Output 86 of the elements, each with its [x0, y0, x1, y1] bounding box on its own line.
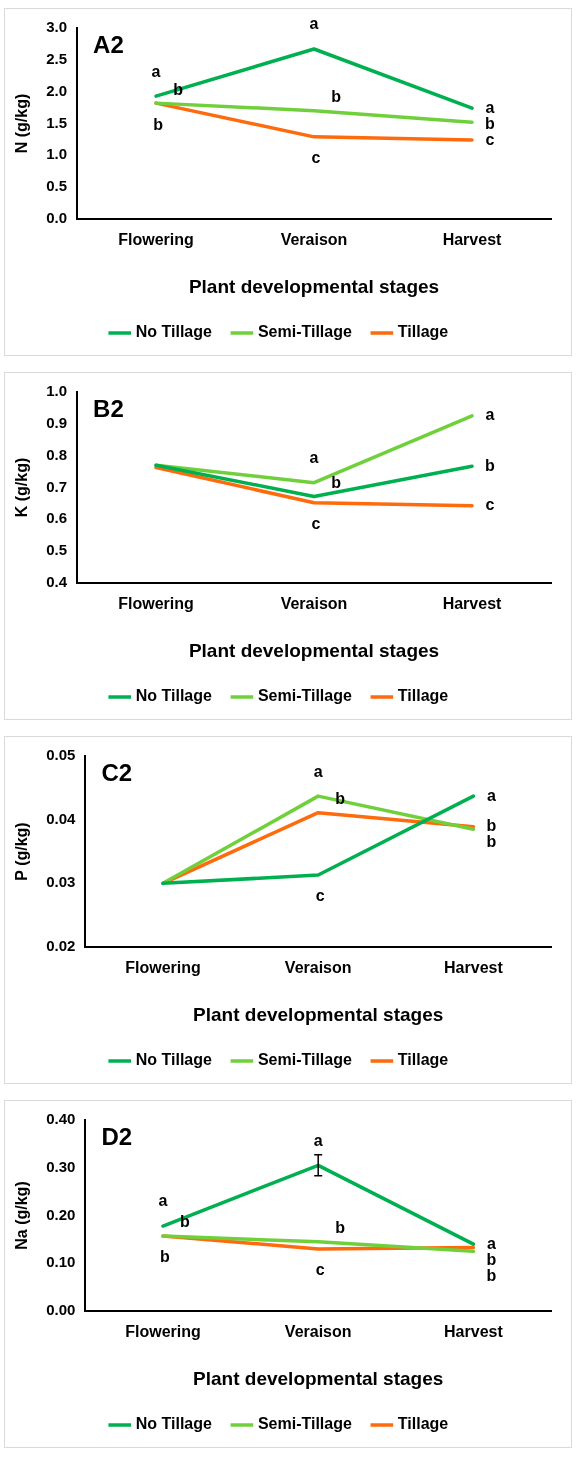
annotation: c — [485, 496, 495, 514]
y-tick-label: 0.5 — [46, 177, 68, 195]
legend-label: No Tillage — [135, 323, 213, 341]
y-tick-label: 0.8 — [46, 445, 68, 463]
x-axis-title: Plant developmental stages — [188, 275, 440, 297]
x-tick-label: Harvest — [442, 231, 503, 249]
y-tick-label: 1.0 — [46, 382, 68, 400]
y-tick-label: 0.00 — [46, 1301, 76, 1319]
y-tick-label: 0.02 — [46, 937, 76, 955]
y-tick-label: 0.40 — [46, 1110, 76, 1128]
x-tick-label: Flowering — [118, 595, 194, 613]
annotation: b — [331, 473, 342, 491]
annotation: a — [313, 1131, 323, 1149]
x-axis-title: Plant developmental stages — [193, 1003, 444, 1025]
x-tick-label: Veraison — [280, 595, 348, 613]
annotation: a — [158, 1192, 168, 1210]
y-tick-label: 0.6 — [46, 509, 68, 527]
annotation: b — [485, 456, 496, 474]
annotation: b — [486, 833, 497, 851]
y-tick-label: 0.03 — [46, 873, 76, 891]
annotation: a — [485, 406, 495, 424]
y-tick-label: 1.0 — [46, 145, 68, 163]
x-tick-label: Veraison — [284, 959, 352, 977]
annotation: a — [151, 62, 161, 80]
legend-label: Semi-Tillage — [257, 687, 352, 705]
y-tick-label: 2.0 — [46, 81, 68, 99]
y-axis-title: K (g/kg) — [13, 457, 31, 518]
legend-label: Semi-Tillage — [257, 1415, 352, 1433]
chart-title: D2 — [101, 1122, 133, 1150]
annotation: c — [315, 1261, 325, 1279]
y-tick-label: 1.5 — [46, 113, 68, 131]
legend-label: No Tillage — [135, 1415, 213, 1433]
y-tick-label: 0.20 — [46, 1205, 76, 1223]
x-tick-label: Flowering — [125, 959, 201, 977]
x-tick-label: Harvest — [444, 959, 504, 977]
x-tick-label: Harvest — [444, 1323, 504, 1341]
y-tick-label: 0.4 — [46, 573, 68, 591]
annotation: c — [311, 515, 321, 533]
annotation: b — [486, 1250, 497, 1268]
legend-label: Tillage — [397, 687, 449, 705]
annotation: a — [486, 786, 496, 804]
legend-label: Semi-Tillage — [257, 1051, 352, 1069]
y-axis-title: N (g/kg) — [13, 93, 31, 154]
annotation: a — [309, 449, 319, 467]
annotation: b — [153, 115, 164, 133]
annotation: c — [311, 149, 321, 167]
annotation: a — [485, 98, 495, 116]
x-tick-label: Veraison — [280, 231, 348, 249]
x-axis-title: Plant developmental stages — [193, 1367, 444, 1389]
y-tick-label: 0.05 — [46, 746, 76, 764]
annotation: b — [335, 1219, 346, 1237]
annotation: b — [486, 817, 497, 835]
y-tick-label: 0.0 — [46, 209, 68, 227]
annotation: a — [309, 15, 319, 33]
y-tick-label: 0.5 — [46, 541, 68, 559]
legend-label: Tillage — [397, 1051, 449, 1069]
legend-label: No Tillage — [135, 1051, 213, 1069]
x-axis-title: Plant developmental stages — [188, 639, 440, 661]
x-tick-label: Harvest — [442, 595, 503, 613]
legend-label: Tillage — [397, 323, 449, 341]
y-axis-title: P (g/kg) — [13, 822, 31, 881]
chart-title: C2 — [101, 758, 133, 786]
x-tick-label: Flowering — [125, 1323, 201, 1341]
y-tick-label: 0.7 — [46, 477, 68, 495]
annotation: a — [313, 762, 323, 780]
annotation: b — [485, 114, 496, 132]
annotation: b — [486, 1266, 497, 1284]
legend-label: Semi-Tillage — [257, 323, 352, 341]
annotation: b — [160, 1248, 171, 1266]
legend-label: No Tillage — [135, 687, 213, 705]
y-tick-label: 0.04 — [46, 809, 77, 827]
y-tick-label: 0.9 — [46, 413, 68, 431]
chart-title: A2 — [93, 30, 124, 58]
y-tick-label: 0.30 — [46, 1157, 76, 1175]
legend-label: Tillage — [397, 1415, 449, 1433]
y-axis-title: Na (g/kg) — [13, 1181, 31, 1250]
chart-title: B2 — [93, 394, 124, 422]
annotation: b — [331, 88, 342, 106]
x-tick-label: Flowering — [118, 231, 194, 249]
y-tick-label: 3.0 — [46, 18, 68, 36]
annotation: c — [485, 130, 495, 148]
annotation: a — [486, 1234, 496, 1252]
y-tick-label: 0.10 — [46, 1253, 76, 1271]
y-tick-label: 2.5 — [46, 49, 68, 67]
x-tick-label: Veraison — [284, 1323, 352, 1341]
annotation: c — [315, 887, 325, 905]
